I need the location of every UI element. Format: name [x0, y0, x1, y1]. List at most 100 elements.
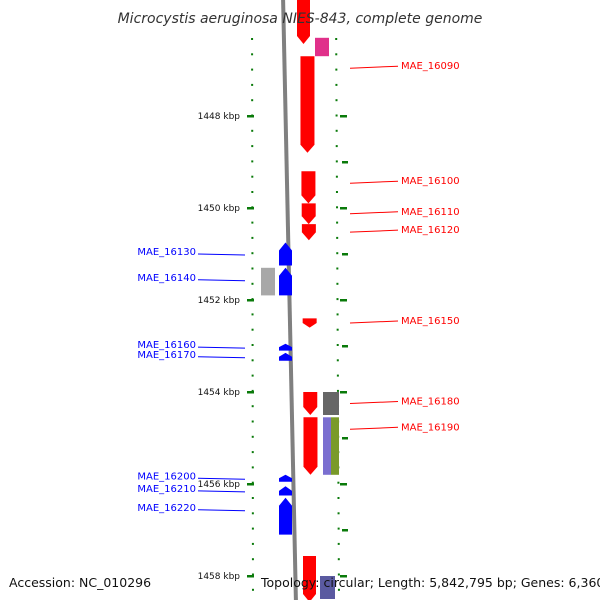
track-dot [336, 267, 339, 270]
track-dot [251, 99, 254, 102]
scale-tick [247, 115, 254, 118]
gene-label-leader [197, 490, 246, 493]
gene-label-leader [349, 320, 399, 324]
gene-arrow-forward[interactable] [300, 56, 315, 153]
gene-arrow-forward[interactable] [303, 392, 318, 415]
gene-label[interactable]: MAE_16190 [401, 422, 460, 433]
gene-arrow-forward[interactable] [302, 318, 317, 328]
forward-feature-olive[interactable] [331, 417, 339, 475]
track-dot [251, 481, 254, 484]
gene-label[interactable]: MAE_16140 [137, 273, 196, 284]
track-dot [335, 38, 338, 40]
track-dot [251, 527, 254, 530]
scale-tick [247, 391, 254, 394]
track-dot [251, 160, 254, 163]
gene-arrow-forward[interactable] [301, 203, 316, 225]
track-dot [251, 359, 254, 362]
scale-tick-label: 1456 kbp [198, 480, 241, 490]
track-dot [251, 542, 254, 545]
track-dot [251, 451, 254, 454]
track-dot [337, 542, 340, 545]
gene-arrow-reverse[interactable] [279, 352, 292, 361]
track-dot [335, 83, 338, 86]
track-dot [251, 512, 254, 515]
scale-tick [340, 575, 347, 578]
gene-arrow-reverse[interactable] [279, 242, 292, 266]
track-dot [251, 374, 254, 377]
gene-label-leader [349, 229, 399, 233]
gene-label[interactable]: MAE_16100 [401, 176, 460, 187]
gene-label[interactable]: MAE_16200 [137, 471, 196, 482]
gene-arrow-reverse[interactable] [279, 343, 292, 351]
track-dot [251, 389, 254, 392]
forward-feature-magenta-top[interactable] [315, 37, 329, 57]
accession-text: Accession: NC_010296 [9, 575, 152, 590]
gene-label[interactable]: MAE_16130 [137, 247, 196, 258]
gene-arrow-reverse[interactable] [279, 497, 292, 535]
gene-label[interactable]: MAE_16090 [401, 61, 460, 72]
gene-arrow-forward[interactable] [303, 417, 318, 475]
track-dot [251, 175, 254, 178]
track-dot [251, 420, 254, 423]
reverse-feature-gray[interactable] [261, 267, 275, 296]
forward-feature-slate-bottom[interactable] [320, 576, 335, 599]
track-dot [251, 221, 254, 224]
gene-arrow-forward[interactable] [301, 224, 316, 241]
track-dot [251, 466, 254, 469]
gene-label-leader [349, 180, 399, 184]
gene-label-leader [197, 356, 246, 359]
track-dot [336, 236, 339, 239]
track-dot [335, 53, 338, 56]
track-dot [251, 145, 254, 148]
gene-arrow-reverse[interactable] [279, 474, 292, 482]
gene-label-leader [197, 477, 246, 480]
track-dot [337, 573, 340, 576]
track-dot [337, 588, 340, 591]
scale-tick-label: 1448 kbp [198, 112, 241, 122]
gene-label[interactable]: MAE_16180 [401, 397, 460, 408]
scale-tick [340, 207, 347, 210]
scale-tick [247, 207, 254, 210]
gene-arrow-reverse[interactable] [279, 267, 292, 296]
gene-label[interactable]: MAE_16150 [401, 316, 460, 327]
track-dot [337, 527, 340, 530]
track-dot [251, 129, 254, 132]
gene-label[interactable]: MAE_16120 [401, 225, 460, 236]
forward-feature-dark-gray[interactable] [323, 392, 339, 415]
scale-tick [247, 483, 254, 486]
gene-arrow-reverse[interactable] [279, 486, 292, 496]
scale-minor-tick [342, 161, 348, 164]
gene-label[interactable]: MAE_16170 [137, 350, 196, 361]
genome-backbone [281, 0, 298, 600]
track-dot [251, 435, 254, 438]
gene-label[interactable]: MAE_16160 [137, 340, 196, 351]
track-dot [335, 191, 338, 193]
track-dot [251, 68, 254, 71]
scale-tick [340, 115, 347, 118]
scale-tick [340, 483, 347, 486]
track-dot [336, 344, 339, 346]
feature-tracks [261, 37, 339, 599]
gene-arrow-forward[interactable] [297, 0, 310, 44]
scale-ticks: 1448 kbp 1450 kbp 1452 kbp 1454 kbp 1456 kbp… [198, 112, 348, 582]
gene-label-leader [349, 401, 399, 404]
gene-label[interactable]: MAE_16220 [137, 503, 196, 514]
gene-arrow-forward[interactable] [303, 556, 316, 600]
track-dot [336, 252, 339, 255]
gene-label-leader [197, 509, 246, 512]
track-dot [251, 236, 254, 239]
track-dot [251, 405, 254, 408]
gene-label[interactable]: MAE_16110 [401, 207, 460, 218]
track-dot [336, 328, 339, 331]
gene-arrow-forward[interactable] [301, 171, 316, 204]
gene-label-leader [349, 65, 399, 69]
gene-label[interactable]: MAE_16210 [137, 484, 196, 495]
scale-tick-label: 1454 kbp [198, 388, 241, 398]
forward-feature-purple[interactable] [323, 417, 331, 475]
track-dot [337, 497, 340, 499]
track-dot [251, 38, 254, 40]
gene-label-leader [197, 346, 246, 349]
track-dot [335, 114, 338, 117]
